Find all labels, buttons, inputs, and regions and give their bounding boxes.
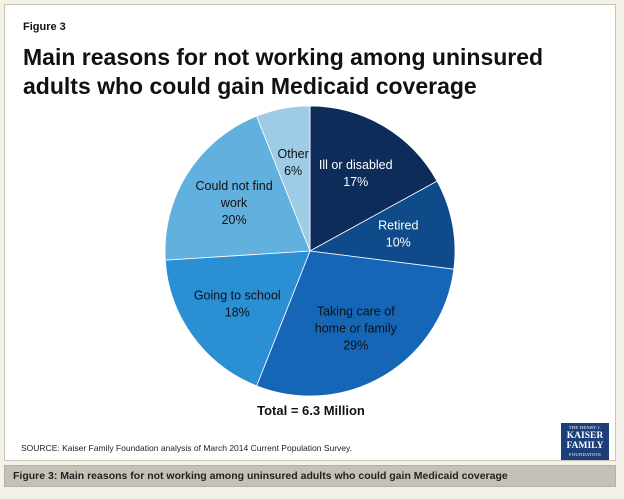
pie-value-label-could-not-find-work: 20%: [222, 213, 247, 227]
pie-label-could-not-find-work: Could not find: [196, 179, 273, 193]
pie-slice-retired: [308, 180, 456, 270]
kaiser-logo: THE HENRY J. KAISER FAMILY FOUNDATION: [561, 423, 609, 460]
pie-slice-ill-or-disabled: [309, 105, 438, 252]
pie-label-ill-or-disabled: Ill or disabled: [319, 158, 393, 172]
source-note: SOURCE: Kaiser Family Foundation analysi…: [21, 443, 353, 453]
pie-slice-taking-care-of-home-or-family: [256, 250, 455, 397]
chart-title: Main reasons for not working among unins…: [23, 44, 544, 99]
pie-value-label-taking-care-of-home-or-family: 29%: [343, 338, 368, 352]
logo-line-1: THE HENRY J.: [568, 425, 602, 430]
pie-slice-going-to-school: [164, 250, 311, 387]
pie-label-taking-care-of-home-or-family: home or family: [315, 321, 398, 335]
figure-frame: Figure 3 Main reasons for not working am…: [4, 4, 616, 461]
pie-value-label-other: 6%: [284, 164, 302, 178]
pie-slice-could-not-find-work: [164, 115, 311, 261]
pie-chart: Ill or disabled 17% Retired 10% Taking care …: [164, 105, 456, 397]
pie-label-taking-care-of-home-or-family: Taking care of: [317, 304, 395, 318]
figure-caption: Figure 3: Main reasons for not working a…: [4, 465, 616, 487]
total-label: Total = 6.3 Million: [257, 403, 365, 418]
logo-line-3: FAMILY: [566, 441, 604, 451]
pie-value-label-ill-or-disabled: 17%: [343, 175, 368, 189]
pie-value-label-going-to-school: 18%: [225, 305, 250, 319]
pie-value-label-retired: 10%: [386, 236, 411, 250]
figure-label: Figure 3: [23, 21, 66, 33]
pie-label-other: Other: [278, 147, 309, 161]
pie-slice-other: [256, 105, 311, 252]
logo-line-2: KAISER: [566, 430, 604, 441]
pie-label-could-not-find-work: work: [220, 196, 248, 210]
logo-line-4: FOUNDATION: [569, 451, 601, 457]
pie-label-retired: Retired: [378, 219, 418, 233]
pie-label-going-to-school: Going to school: [194, 288, 281, 302]
